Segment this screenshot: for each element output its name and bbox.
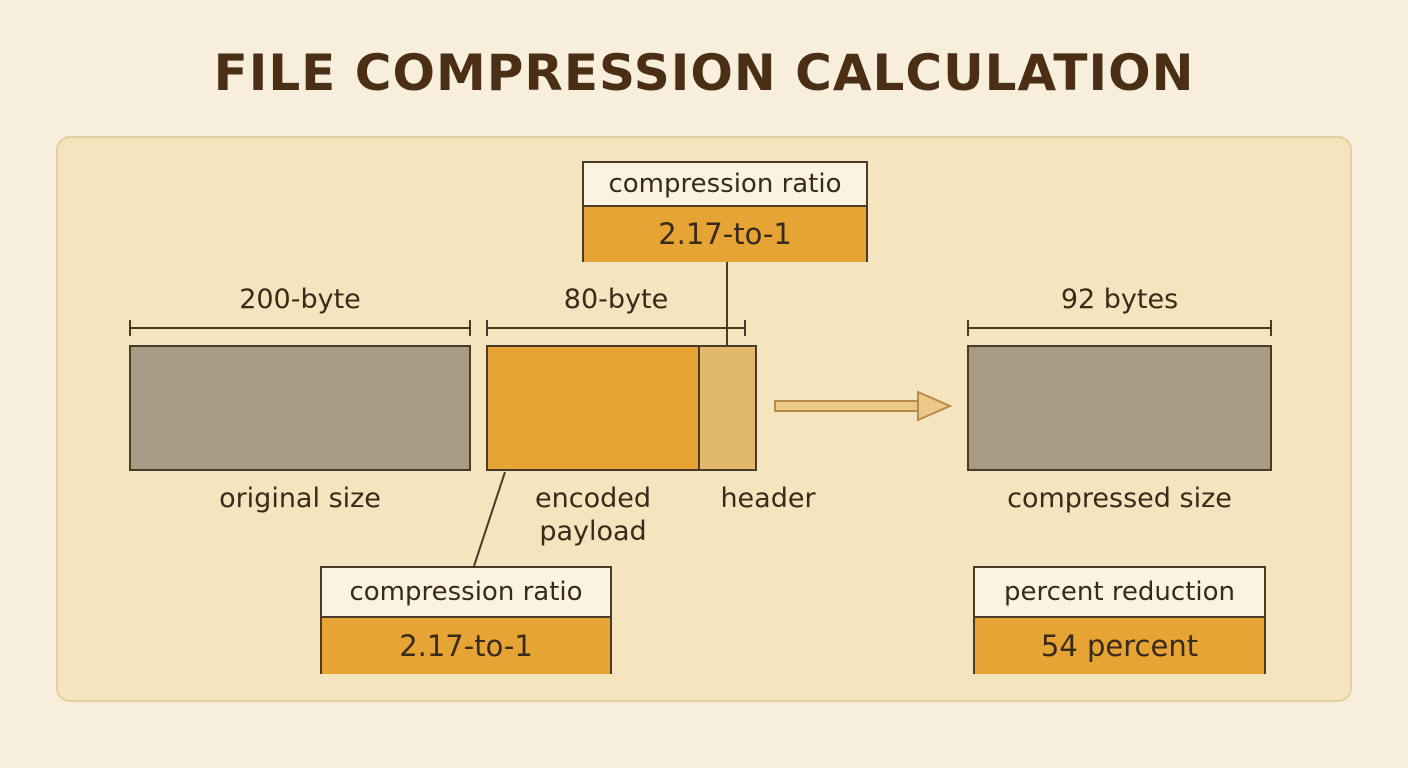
encoded-payload-block xyxy=(486,345,700,471)
original-size-block xyxy=(129,345,471,471)
percent-reduction-label: percent reduction xyxy=(975,568,1264,618)
encoded-payload-line2: payload xyxy=(539,516,647,547)
percent-reduction-box: percent reduction 54 percent xyxy=(973,566,1266,674)
original-dimension-label: 200-byte xyxy=(239,284,361,315)
compressed-dimension-label: 92 bytes xyxy=(1060,284,1179,315)
compressed-size-block xyxy=(967,345,1272,471)
top-ratio-value: 2.17-to-1 xyxy=(584,207,866,262)
original-size-caption: original size xyxy=(219,483,381,514)
bottom-ratio-value: 2.17-to-1 xyxy=(322,618,610,674)
top-compression-ratio-box: compression ratio 2.17-to-1 xyxy=(582,161,868,262)
compressed-size-caption: compressed size xyxy=(1007,483,1232,514)
bottom-compression-ratio-box: compression ratio 2.17-to-1 xyxy=(320,566,612,674)
encoded-payload-line1: encoded xyxy=(535,483,651,514)
header-caption: header xyxy=(720,483,816,514)
bottom-ratio-label: compression ratio xyxy=(322,568,610,618)
page-title: FILE COMPRESSION CALCULATION xyxy=(213,44,1195,102)
arrow-right-icon xyxy=(774,390,953,422)
percent-reduction-value: 54 percent xyxy=(975,618,1264,674)
encoded-dimension-label: 80-byte xyxy=(563,284,669,315)
header-block xyxy=(698,345,757,471)
top-ratio-label: compression ratio xyxy=(584,163,866,207)
encoded-payload-caption: encoded payload xyxy=(510,482,676,548)
